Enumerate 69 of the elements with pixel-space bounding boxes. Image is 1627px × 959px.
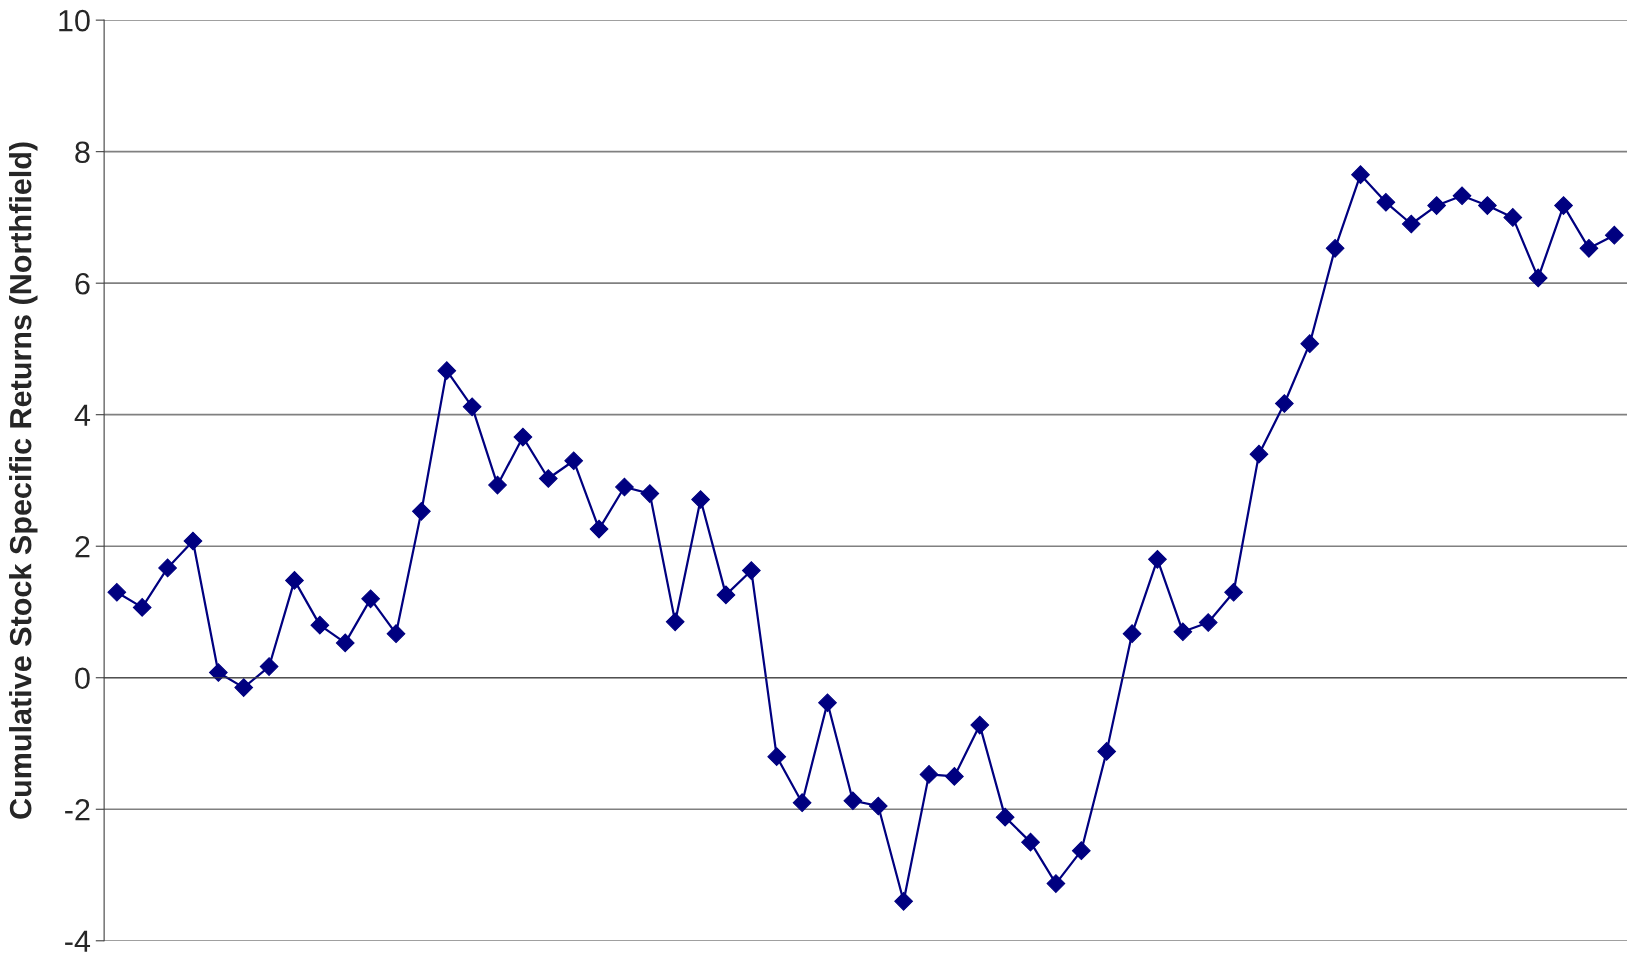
y-tick-label: -2	[65, 798, 90, 821]
point	[741, 561, 761, 580]
point	[716, 585, 736, 605]
point	[1376, 192, 1396, 212]
point	[335, 633, 355, 653]
point	[1401, 214, 1421, 234]
point	[919, 765, 939, 784]
point	[1097, 742, 1117, 761]
point	[1478, 196, 1497, 215]
point	[1325, 238, 1345, 258]
y-tick-label: 2	[75, 535, 90, 558]
point	[1275, 394, 1294, 413]
y-axis-title: Cumulative Stock Specific Returns (Northfield)	[9, 142, 38, 819]
point	[691, 490, 710, 509]
point	[208, 663, 228, 682]
point	[1249, 444, 1269, 464]
point	[1122, 624, 1142, 644]
point	[615, 477, 634, 497]
point	[945, 767, 964, 786]
point	[107, 582, 127, 602]
y-tick-label: 6	[75, 272, 90, 295]
point	[538, 469, 558, 488]
point	[1427, 196, 1446, 215]
point	[462, 397, 482, 417]
point	[767, 747, 787, 767]
point	[259, 657, 279, 676]
point	[640, 484, 660, 503]
point	[1198, 613, 1218, 632]
point	[386, 624, 406, 644]
point	[1046, 874, 1066, 893]
point	[1554, 196, 1573, 215]
point	[1224, 582, 1243, 602]
point	[665, 612, 685, 632]
point	[1604, 225, 1624, 245]
point	[310, 615, 330, 635]
point	[894, 891, 913, 911]
point	[1503, 208, 1523, 227]
point	[488, 475, 507, 495]
point	[183, 531, 203, 551]
point	[589, 519, 609, 539]
point	[234, 678, 254, 697]
point	[1528, 268, 1548, 288]
y-tick-label: 4	[74, 404, 91, 426]
point	[1148, 550, 1167, 569]
y-tick-label: 8	[75, 141, 90, 164]
point	[1071, 841, 1091, 861]
y-tick-label: 10	[59, 9, 90, 32]
point	[868, 796, 888, 816]
point	[970, 715, 990, 735]
point	[1579, 238, 1599, 258]
point	[132, 598, 152, 617]
point	[513, 427, 533, 447]
y-tick-label: 0	[75, 667, 90, 690]
point	[818, 693, 837, 713]
point	[285, 571, 304, 590]
point	[361, 589, 380, 609]
point	[843, 791, 863, 811]
point	[792, 793, 812, 813]
point	[564, 451, 584, 471]
point	[995, 807, 1015, 827]
y-tick-label: -4	[65, 930, 91, 952]
point	[1021, 832, 1040, 852]
point	[1452, 186, 1472, 206]
point	[1300, 334, 1320, 354]
point	[1173, 622, 1193, 642]
point	[437, 361, 457, 380]
point	[158, 558, 177, 578]
point	[1351, 165, 1370, 185]
point	[412, 502, 431, 521]
